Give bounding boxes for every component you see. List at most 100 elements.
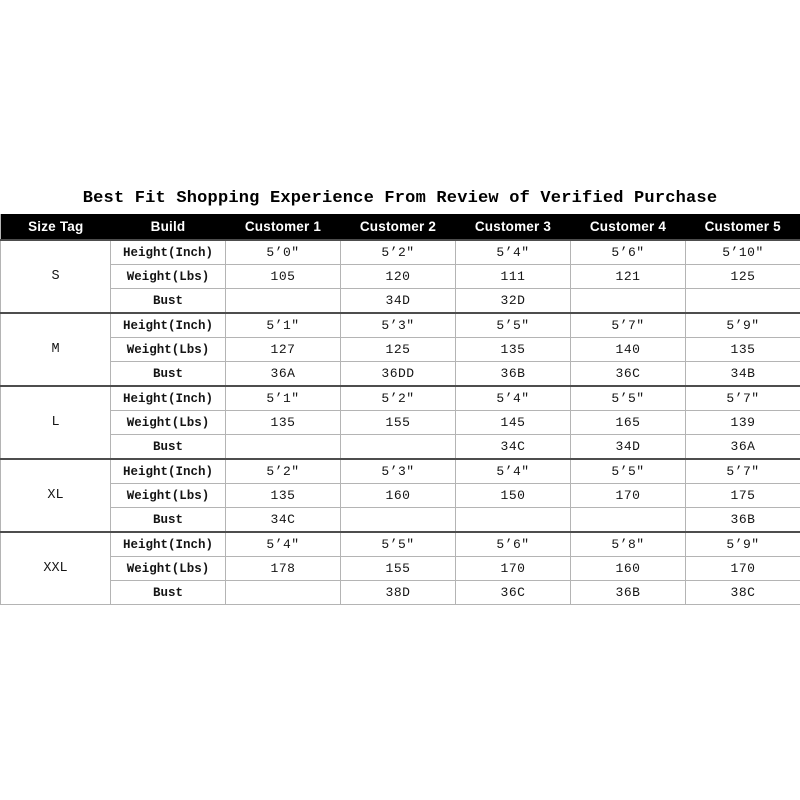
build-label-cell: Weight(Lbs) — [110, 483, 226, 508]
value-cell: 36DD — [340, 361, 456, 387]
value-cell: 160 — [570, 556, 686, 581]
section-m: M Height(Inch) 5’1″ 5’3″ 5’5″ 5’7″ 5’9″ … — [0, 312, 800, 387]
table-row: Weight(Lbs) 127 125 135 140 135 — [1, 337, 800, 362]
value-cell: 145 — [455, 410, 571, 435]
value-cell — [225, 580, 341, 605]
value-cell: 120 — [340, 264, 456, 289]
value-cell: 5’5″ — [570, 458, 686, 484]
value-cell: 135 — [455, 337, 571, 362]
value-cell: 32D — [455, 288, 571, 314]
value-cell — [455, 507, 571, 533]
value-cell: 34B — [685, 361, 800, 387]
value-cell: 5’2″ — [225, 458, 341, 484]
table-row: L Height(Inch) 5’1″ 5’2″ 5’4″ 5’5″ 5’7″ — [0, 385, 800, 460]
value-cell: 34D — [340, 288, 456, 314]
value-cell: 140 — [570, 337, 686, 362]
value-cell: 5’10″ — [685, 239, 800, 265]
value-cell: 5’9″ — [685, 531, 800, 557]
value-cell — [225, 434, 341, 460]
build-label-cell: Height(Inch) — [110, 458, 226, 484]
value-cell: 5’0″ — [225, 239, 341, 265]
column-header-customer-3: Customer 3 — [455, 214, 571, 240]
table-row: XL Height(Inch) 5’2″ 5’3″ 5’4″ 5’5″ 5’7″ — [0, 458, 800, 533]
value-cell: 36B — [685, 507, 800, 533]
column-header-customer-1: Customer 1 — [225, 214, 341, 240]
value-cell: 170 — [570, 483, 686, 508]
value-cell: 5’5″ — [570, 385, 686, 411]
value-cell: 36C — [455, 580, 571, 605]
value-cell: 5’1″ — [225, 312, 341, 338]
value-cell: 5’4″ — [455, 458, 571, 484]
build-label-cell: Weight(Lbs) — [110, 264, 226, 289]
build-label-cell: Bust — [110, 580, 226, 605]
table-row: Weight(Lbs) 105 120 111 121 125 — [1, 264, 800, 289]
value-cell: 150 — [455, 483, 571, 508]
section-l: L Height(Inch) 5’1″ 5’2″ 5’4″ 5’5″ 5’7″ … — [0, 385, 800, 460]
table-row: M Height(Inch) 5’1″ 5’3″ 5’5″ 5’7″ 5’9″ — [0, 312, 800, 387]
value-cell: 36C — [570, 361, 686, 387]
value-cell: 5’5″ — [455, 312, 571, 338]
value-cell: 135 — [225, 483, 341, 508]
table-row: XXL Height(Inch) 5’4″ 5’5″ 5’6″ 5’8″ 5’9… — [0, 531, 800, 605]
page-title: Best Fit Shopping Experience From Review… — [82, 189, 718, 208]
value-cell: 38D — [340, 580, 456, 605]
value-cell: 5’8″ — [570, 531, 686, 557]
value-cell: 5’2″ — [340, 239, 456, 265]
table-row: Bust 36A 36DD 36B 36C 34B — [1, 361, 800, 387]
value-cell: 5’5″ — [340, 531, 456, 557]
column-header-customer-4: Customer 4 — [570, 214, 686, 240]
value-cell: 36A — [685, 434, 800, 460]
build-label-cell: Bust — [110, 507, 226, 533]
value-cell: 160 — [340, 483, 456, 508]
value-cell: 34C — [455, 434, 571, 460]
column-header-customer-2: Customer 2 — [340, 214, 456, 240]
value-cell: 105 — [225, 264, 341, 289]
header-row: Size Tag Build Customer 1 Customer 2 Cus… — [0, 214, 800, 240]
value-cell: 5’4″ — [225, 531, 341, 557]
value-cell: 38C — [685, 580, 800, 605]
value-cell: 36B — [570, 580, 686, 605]
build-label-cell: Bust — [110, 288, 226, 314]
build-label-cell: Bust — [110, 361, 226, 387]
column-header-customer-5: Customer 5 — [685, 214, 800, 240]
table-row: Weight(Lbs) 178 155 170 160 170 — [1, 556, 800, 581]
value-cell — [570, 507, 686, 533]
value-cell: 135 — [685, 337, 800, 362]
value-cell: 170 — [685, 556, 800, 581]
section-xxl: XXL Height(Inch) 5’4″ 5’5″ 5’6″ 5’8″ 5’9… — [0, 531, 800, 605]
size-tag-cell: L — [0, 385, 111, 460]
section-xl: XL Height(Inch) 5’2″ 5’3″ 5’4″ 5’5″ 5’7″… — [0, 458, 800, 533]
value-cell: 170 — [455, 556, 571, 581]
value-cell — [225, 288, 341, 314]
value-cell: 36A — [225, 361, 341, 387]
value-cell: 175 — [685, 483, 800, 508]
value-cell: 34D — [570, 434, 686, 460]
build-label-cell: Height(Inch) — [110, 312, 226, 338]
build-label-cell: Weight(Lbs) — [110, 556, 226, 581]
build-label-cell: Weight(Lbs) — [110, 410, 226, 435]
value-cell: 155 — [340, 410, 456, 435]
build-label-cell: Height(Inch) — [110, 385, 226, 411]
value-cell: 127 — [225, 337, 341, 362]
value-cell: 125 — [685, 264, 800, 289]
table-row: Bust 34D 32D — [1, 288, 800, 314]
column-header-size-tag: Size Tag — [0, 214, 111, 240]
value-cell: 111 — [455, 264, 571, 289]
value-cell — [570, 288, 686, 314]
value-cell: 125 — [340, 337, 456, 362]
value-cell: 5’1″ — [225, 385, 341, 411]
value-cell: 5’7″ — [685, 385, 800, 411]
table-row: Bust 34C 34D 36A — [1, 434, 800, 460]
value-cell: 36B — [455, 361, 571, 387]
value-cell — [685, 288, 800, 314]
value-cell: 139 — [685, 410, 800, 435]
build-label-cell: Height(Inch) — [110, 531, 226, 557]
value-cell: 135 — [225, 410, 341, 435]
value-cell: 178 — [225, 556, 341, 581]
value-cell: 5’4″ — [455, 239, 571, 265]
value-cell — [340, 434, 456, 460]
size-tag-cell: M — [0, 312, 111, 387]
value-cell: 5’7″ — [570, 312, 686, 338]
size-tag-cell: S — [0, 239, 111, 314]
